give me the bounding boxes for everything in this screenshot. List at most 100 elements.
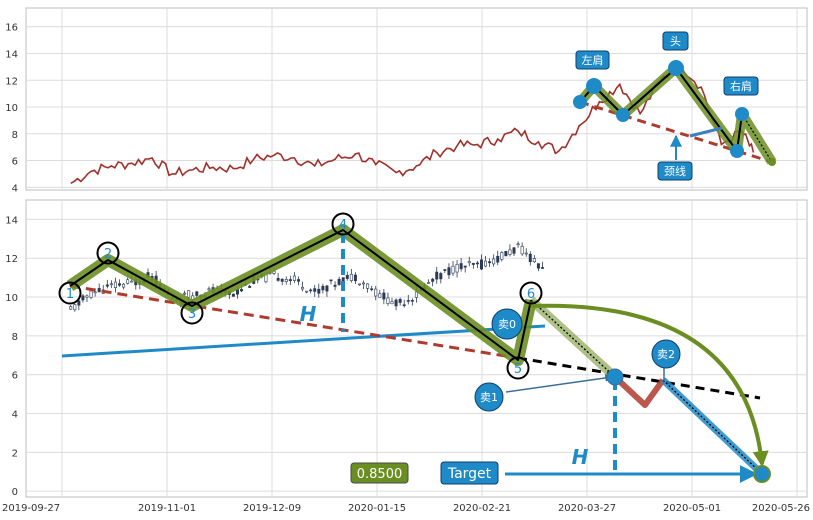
candle-body xyxy=(122,283,126,288)
candle-body xyxy=(248,285,252,288)
candle-body xyxy=(337,278,341,285)
candle-body xyxy=(471,263,475,265)
projection-arc xyxy=(532,303,769,468)
x-tick-label: 2019-11-01 xyxy=(138,503,196,514)
neckline-break-line xyxy=(689,126,723,138)
y-tick-label: 8 xyxy=(12,332,18,343)
candle-body xyxy=(386,297,390,304)
candle-body xyxy=(353,274,357,282)
candle-body xyxy=(394,299,398,307)
right-shoulder-label: 右肩 xyxy=(730,79,752,93)
candle-body xyxy=(431,278,435,282)
pivot-label: 4 xyxy=(339,218,347,233)
sell-signal-label: 卖0 xyxy=(498,318,516,331)
candle-body xyxy=(451,265,455,274)
pivot-circle xyxy=(506,356,530,380)
y-tick-label: 14 xyxy=(5,50,18,61)
pullback-path xyxy=(612,374,666,408)
pivot-label: 6 xyxy=(527,287,535,302)
label-left-shoulder: 左肩 xyxy=(575,50,610,70)
candle-body xyxy=(105,284,109,287)
candle-body xyxy=(240,289,244,292)
candle-body xyxy=(512,247,516,254)
candle-body xyxy=(288,279,292,282)
pivot-circle xyxy=(331,212,355,236)
label-head: 头 xyxy=(662,31,689,51)
y-tick-label: 16 xyxy=(5,23,18,34)
y-tick-label: 8 xyxy=(12,130,18,141)
candle-body xyxy=(280,278,284,282)
candle-body xyxy=(73,304,77,311)
projection-end xyxy=(768,158,776,166)
candle-body xyxy=(496,255,500,263)
pivot-label: 5 xyxy=(514,362,522,377)
breakdown-path xyxy=(530,299,616,378)
candle-body xyxy=(85,295,89,298)
candle-body xyxy=(374,288,378,297)
top-panel: 4 6 8 10 12 14 16 左肩 头 xyxy=(5,7,808,195)
projection-line xyxy=(741,113,773,163)
neckline-extension xyxy=(517,356,761,400)
candle-body xyxy=(402,304,406,307)
candle-body xyxy=(390,301,394,305)
y-tick-label: 2 xyxy=(12,448,18,459)
sell1-point xyxy=(606,368,624,386)
y-tick-label: 12 xyxy=(5,254,18,265)
ratio-label: 0.8500 xyxy=(357,467,403,482)
candle-body xyxy=(406,300,410,302)
candle-body xyxy=(296,279,300,282)
candle-body xyxy=(305,290,309,293)
candle-body xyxy=(207,288,211,291)
candle-body xyxy=(378,293,382,298)
y-tick-label: 4 xyxy=(12,410,18,421)
sell-signal-circle xyxy=(651,339,681,369)
x-tick-label: 2020-05-26 xyxy=(752,503,810,514)
candle-body xyxy=(382,292,386,300)
candle-body xyxy=(524,252,528,255)
target-box: Target xyxy=(440,461,499,485)
candle-body xyxy=(345,274,349,279)
candle-body xyxy=(69,306,73,310)
candle-body xyxy=(183,292,187,295)
candle-body xyxy=(484,260,488,267)
candle-body xyxy=(463,265,467,268)
sell-signal-circle xyxy=(491,308,523,340)
top-y-axis: 4 6 8 10 12 14 16 xyxy=(5,23,18,195)
pattern-neckline xyxy=(69,284,519,360)
candle-body xyxy=(443,269,447,271)
candle-body xyxy=(536,263,540,269)
candle-body xyxy=(370,288,374,291)
candle-body xyxy=(317,288,321,294)
candle-body xyxy=(349,274,353,281)
candle-body xyxy=(414,291,418,298)
pivot-circle xyxy=(519,281,543,305)
y-tick-label: 14 xyxy=(5,215,18,226)
candle-body xyxy=(276,277,280,281)
candle-body xyxy=(187,290,191,298)
pivot-label: 2 xyxy=(104,247,112,262)
candle-body xyxy=(77,300,81,306)
y-tick-label: 0 xyxy=(12,487,18,498)
candle-body xyxy=(540,267,544,269)
target-label: Target xyxy=(447,466,492,482)
candle-body xyxy=(333,284,337,287)
candle-body xyxy=(447,267,451,276)
candle-body xyxy=(89,290,93,298)
candle-body xyxy=(439,273,443,280)
candle-body xyxy=(81,295,85,301)
x-tick-label: 2019-09-27 xyxy=(2,503,60,514)
support-line xyxy=(61,324,546,358)
candle-body xyxy=(528,253,532,263)
wave-path xyxy=(69,229,532,361)
candle-body xyxy=(459,263,463,270)
left-shoulder-label: 左肩 xyxy=(582,53,604,67)
height-label-1: H xyxy=(300,302,317,326)
sell-signal-label: 卖2 xyxy=(657,348,675,361)
candle-body xyxy=(467,261,471,264)
candle-body xyxy=(479,259,483,270)
y-tick-label: 4 xyxy=(12,183,18,194)
candle-body xyxy=(435,271,439,280)
candle-body xyxy=(309,289,313,292)
candle-body xyxy=(97,288,101,293)
